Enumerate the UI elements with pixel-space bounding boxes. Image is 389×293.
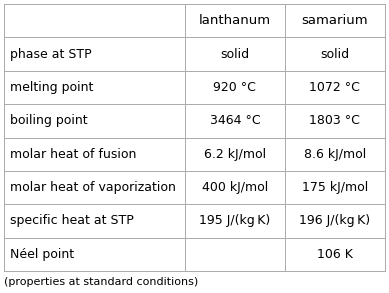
Text: phase at STP: phase at STP	[10, 47, 92, 61]
Text: 920 °C: 920 °C	[214, 81, 256, 94]
Text: solid: solid	[220, 47, 249, 61]
Text: samarium: samarium	[301, 14, 368, 27]
Text: boiling point: boiling point	[10, 114, 88, 127]
Text: 195 J/(kg K): 195 J/(kg K)	[199, 214, 270, 227]
Text: melting point: melting point	[10, 81, 93, 94]
Text: specific heat at STP: specific heat at STP	[10, 214, 134, 227]
Text: (properties at standard conditions): (properties at standard conditions)	[4, 277, 198, 287]
Text: 6.2 kJ/mol: 6.2 kJ/mol	[204, 148, 266, 161]
Text: molar heat of fusion: molar heat of fusion	[10, 148, 137, 161]
Text: lanthanum: lanthanum	[199, 14, 271, 27]
Text: 175 kJ/mol: 175 kJ/mol	[302, 181, 368, 194]
Text: 400 kJ/mol: 400 kJ/mol	[202, 181, 268, 194]
Text: Néel point: Néel point	[10, 248, 74, 261]
Text: 196 J/(kg K): 196 J/(kg K)	[300, 214, 370, 227]
Text: 3464 °C: 3464 °C	[210, 114, 260, 127]
Text: 1072 °C: 1072 °C	[310, 81, 360, 94]
Text: 1803 °C: 1803 °C	[310, 114, 360, 127]
Text: 8.6 kJ/mol: 8.6 kJ/mol	[304, 148, 366, 161]
Text: 106 K: 106 K	[317, 248, 353, 261]
Text: molar heat of vaporization: molar heat of vaporization	[10, 181, 176, 194]
Text: solid: solid	[320, 47, 349, 61]
